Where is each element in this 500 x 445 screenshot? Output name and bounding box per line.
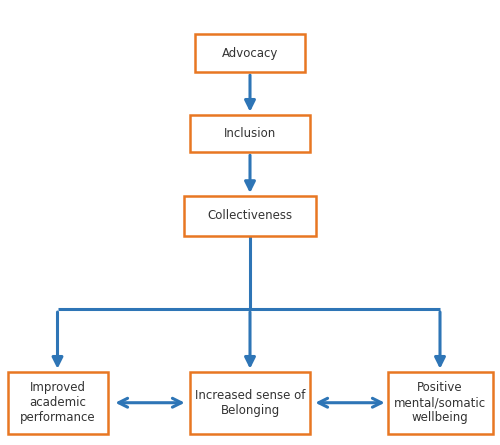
FancyBboxPatch shape [388, 372, 492, 434]
FancyBboxPatch shape [8, 372, 108, 434]
FancyBboxPatch shape [184, 196, 316, 236]
Text: Collectiveness: Collectiveness [208, 209, 292, 222]
Text: Increased sense of
Belonging: Increased sense of Belonging [195, 389, 305, 417]
FancyBboxPatch shape [190, 372, 310, 434]
Text: Improved
academic
performance: Improved academic performance [20, 381, 96, 424]
Text: Inclusion: Inclusion [224, 127, 276, 140]
Text: Positive
mental/somatic
wellbeing: Positive mental/somatic wellbeing [394, 381, 486, 424]
FancyBboxPatch shape [190, 115, 310, 152]
Text: Advocacy: Advocacy [222, 47, 278, 60]
FancyBboxPatch shape [195, 34, 305, 72]
